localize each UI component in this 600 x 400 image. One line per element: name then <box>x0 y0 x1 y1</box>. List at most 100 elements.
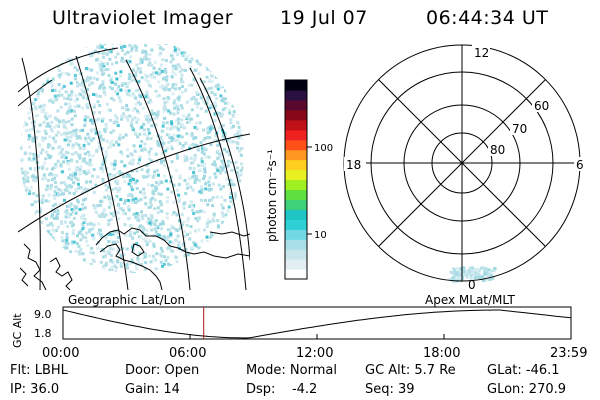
emission-pixel <box>20 84 22 88</box>
emission-pixel <box>73 105 77 109</box>
emission-pixel <box>157 192 161 196</box>
emission-pixel <box>29 185 33 189</box>
emission-pixel <box>221 185 225 189</box>
geographic-label: Geographic Lat/Lon <box>68 293 185 307</box>
emission-pixel <box>101 212 105 216</box>
emission-pixel <box>218 241 222 245</box>
emission-pixel <box>452 270 456 274</box>
emission-pixel <box>25 122 29 126</box>
emission-pixel <box>150 109 154 113</box>
emission-pixel <box>53 190 57 194</box>
emission-pixel <box>115 120 119 124</box>
emission-pixel <box>90 81 94 85</box>
emission-pixel <box>194 274 197 277</box>
emission-pixel <box>43 115 47 119</box>
emission-pixel <box>194 52 198 56</box>
emission-pixel <box>199 107 203 111</box>
emission-pixel <box>76 84 79 88</box>
emission-pixel <box>129 185 133 189</box>
emission-pixel <box>127 204 131 208</box>
emission-pixel <box>68 205 72 209</box>
emission-pixel <box>205 235 209 239</box>
emission-pixel <box>50 52 54 55</box>
emission-pixel <box>140 148 144 152</box>
emission-pixel <box>247 100 250 103</box>
emission-pixel <box>236 207 240 211</box>
emission-pixel <box>47 193 51 197</box>
emission-pixel <box>169 234 173 238</box>
emission-pixel <box>69 212 73 216</box>
emission-pixel <box>181 40 184 43</box>
emission-pixel <box>57 90 61 94</box>
emission-pixel <box>135 212 139 216</box>
emission-pixel <box>53 94 57 98</box>
x-tick-label: 23:59 <box>550 346 587 361</box>
emission-pixel <box>164 258 168 262</box>
emission-pixel <box>49 233 53 237</box>
emission-pixel <box>79 72 83 76</box>
emission-pixel <box>21 117 24 120</box>
coastline <box>19 227 250 290</box>
emission-pixel <box>225 250 229 254</box>
emission-pixel <box>156 40 159 43</box>
emission-pixel <box>41 167 45 170</box>
emission-pixel <box>83 93 87 97</box>
emission-pixel <box>237 259 241 263</box>
emission-pixel <box>210 91 214 95</box>
colorbar-step <box>285 239 307 250</box>
emission-pixel <box>159 135 163 139</box>
emission-pixel <box>42 267 46 271</box>
emission-pixel <box>161 58 165 62</box>
emission-pixel <box>186 253 190 257</box>
emission-pixel <box>190 108 194 112</box>
emission-pixel <box>38 81 41 85</box>
emission-pixel <box>35 241 39 245</box>
emission-pixel <box>114 71 118 75</box>
emission-pixel <box>24 205 28 209</box>
emission-pixel <box>199 209 203 213</box>
emission-pixel <box>175 272 179 273</box>
emission-pixel <box>135 230 139 234</box>
emission-pixel <box>208 106 212 110</box>
emission-pixel <box>174 103 178 107</box>
emission-pixel <box>98 94 102 98</box>
emission-pixel <box>212 64 216 68</box>
emission-pixel <box>54 202 57 206</box>
emission-pixel <box>134 102 138 106</box>
emission-pixel <box>175 125 179 129</box>
emission-pixel <box>184 155 188 159</box>
emission-pixel <box>143 196 147 199</box>
emission-pixel <box>199 141 203 145</box>
emission-pixel <box>199 93 203 97</box>
emission-pixel <box>175 276 178 279</box>
emission-pixel <box>116 88 120 92</box>
emission-pixel <box>206 221 210 225</box>
emission-pixel <box>471 266 474 270</box>
emission-pixel <box>212 214 216 218</box>
altitude-curve <box>62 309 572 339</box>
emission-pixel <box>65 185 69 189</box>
emission-pixel <box>245 179 248 182</box>
emission-pixel <box>213 59 216 63</box>
emission-pixel <box>25 237 29 241</box>
emission-pixel <box>138 251 142 255</box>
emission-pixel <box>43 53 46 57</box>
emission-pixel <box>451 276 454 280</box>
emission-pixel <box>95 94 99 98</box>
emission-pixel <box>202 54 206 58</box>
emission-pixel <box>39 65 43 69</box>
emission-pixel <box>188 177 192 181</box>
emission-pixel <box>69 95 73 99</box>
colorbar-step <box>285 149 307 161</box>
emission-pixel <box>21 199 25 203</box>
emission-pixel <box>61 239 65 243</box>
emission-pixel <box>74 93 78 97</box>
emission-pixel <box>225 226 229 230</box>
emission-pixel <box>188 166 192 170</box>
emission-pixel <box>236 173 240 177</box>
emission-pixel <box>224 41 227 44</box>
emission-pixel <box>53 196 57 200</box>
emission-pixel <box>193 243 197 247</box>
emission-pixel <box>134 197 138 201</box>
emission-pixel <box>68 191 72 195</box>
